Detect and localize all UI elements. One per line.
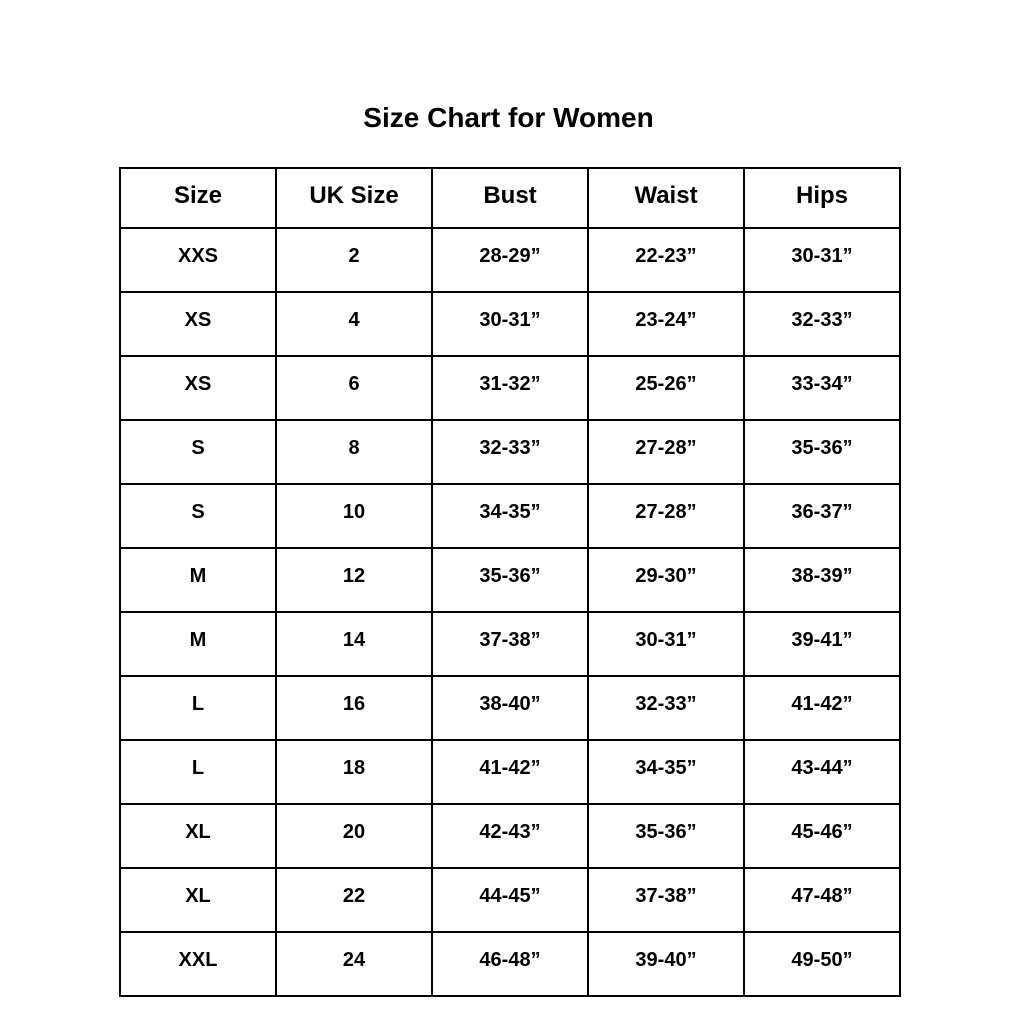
cell-size: XL	[119, 867, 277, 933]
table-row: M 12 35-36” 29-30” 38-39”	[119, 547, 901, 613]
cell-hips: 39-41”	[743, 611, 901, 677]
cell-hips: 45-46”	[743, 803, 901, 869]
cell-size: XS	[119, 291, 277, 357]
cell-hips: 30-31”	[743, 227, 901, 293]
cell-hips: 38-39”	[743, 547, 901, 613]
cell-hips: 36-37”	[743, 483, 901, 549]
page-title: Size Chart for Women	[363, 102, 654, 133]
cell-uk-size: 6	[275, 355, 433, 421]
cell-waist: 32-33”	[587, 675, 745, 741]
cell-bust: 31-32”	[431, 355, 589, 421]
cell-hips: 32-33”	[743, 291, 901, 357]
cell-hips: 35-36”	[743, 419, 901, 485]
cell-size: L	[119, 739, 277, 805]
table-row: XXS 2 28-29” 22-23” 30-31”	[119, 227, 901, 293]
cell-waist: 27-28”	[587, 483, 745, 549]
column-header-size: Size	[119, 167, 277, 229]
column-header-waist: Waist	[587, 167, 745, 229]
cell-bust: 34-35”	[431, 483, 589, 549]
size-chart-table: Size UK Size Bust Waist Hips XXS 2 28-29” 22-23…	[119, 167, 901, 997]
table-row: L 16 38-40” 32-33” 41-42”	[119, 675, 901, 741]
cell-bust: 28-29”	[431, 227, 589, 293]
cell-waist: 35-36”	[587, 803, 745, 869]
table-row: XS 6 31-32” 25-26” 33-34”	[119, 355, 901, 421]
cell-hips: 33-34”	[743, 355, 901, 421]
cell-waist: 22-23”	[587, 227, 745, 293]
cell-uk-size: 22	[275, 867, 433, 933]
cell-hips: 49-50”	[743, 931, 901, 997]
cell-hips: 43-44”	[743, 739, 901, 805]
cell-uk-size: 14	[275, 611, 433, 677]
table-row: L 18 41-42” 34-35” 43-44”	[119, 739, 901, 805]
cell-size: M	[119, 611, 277, 677]
cell-bust: 35-36”	[431, 547, 589, 613]
cell-uk-size: 24	[275, 931, 433, 997]
cell-size: L	[119, 675, 277, 741]
cell-bust: 38-40”	[431, 675, 589, 741]
cell-waist: 25-26”	[587, 355, 745, 421]
cell-waist: 37-38”	[587, 867, 745, 933]
cell-bust: 46-48”	[431, 931, 589, 997]
cell-uk-size: 8	[275, 419, 433, 485]
cell-size: XXS	[119, 227, 277, 293]
cell-size: S	[119, 419, 277, 485]
cell-size: XS	[119, 355, 277, 421]
cell-uk-size: 20	[275, 803, 433, 869]
cell-hips: 47-48”	[743, 867, 901, 933]
column-header-uk-size: UK Size	[275, 167, 433, 229]
cell-bust: 37-38”	[431, 611, 589, 677]
column-header-hips: Hips	[743, 167, 901, 229]
cell-bust: 42-43”	[431, 803, 589, 869]
table-row: S 10 34-35” 27-28” 36-37”	[119, 483, 901, 549]
table-row: XXL 24 46-48” 39-40” 49-50”	[119, 931, 901, 997]
cell-waist: 29-30”	[587, 547, 745, 613]
table-row: XL 22 44-45” 37-38” 47-48”	[119, 867, 901, 933]
cell-uk-size: 2	[275, 227, 433, 293]
cell-uk-size: 4	[275, 291, 433, 357]
cell-uk-size: 16	[275, 675, 433, 741]
cell-size: XL	[119, 803, 277, 869]
cell-bust: 32-33”	[431, 419, 589, 485]
table-body: XXS 2 28-29” 22-23” 30-31” XS 4 30-31” 23-24” 32-…	[119, 227, 901, 997]
table-row: XL 20 42-43” 35-36” 45-46”	[119, 803, 901, 869]
table-row: M 14 37-38” 30-31” 39-41”	[119, 611, 901, 677]
table-row: XS 4 30-31” 23-24” 32-33”	[119, 291, 901, 357]
cell-hips: 41-42”	[743, 675, 901, 741]
table-row: S 8 32-33” 27-28” 35-36”	[119, 419, 901, 485]
cell-size: XXL	[119, 931, 277, 997]
cell-uk-size: 18	[275, 739, 433, 805]
cell-bust: 44-45”	[431, 867, 589, 933]
header-row: Size UK Size Bust Waist Hips	[119, 167, 901, 229]
cell-waist: 27-28”	[587, 419, 745, 485]
cell-size: S	[119, 483, 277, 549]
cell-uk-size: 10	[275, 483, 433, 549]
cell-bust: 30-31”	[431, 291, 589, 357]
column-header-bust: Bust	[431, 167, 589, 229]
cell-size: M	[119, 547, 277, 613]
cell-bust: 41-42”	[431, 739, 589, 805]
cell-uk-size: 12	[275, 547, 433, 613]
cell-waist: 39-40”	[587, 931, 745, 997]
cell-waist: 34-35”	[587, 739, 745, 805]
cell-waist: 23-24”	[587, 291, 745, 357]
cell-waist: 30-31”	[587, 611, 745, 677]
